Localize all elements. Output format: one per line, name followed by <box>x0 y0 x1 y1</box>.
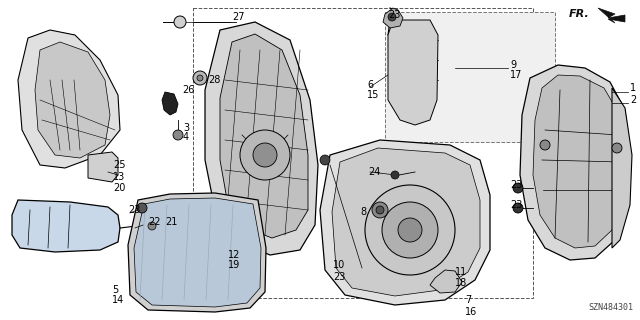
Circle shape <box>174 16 186 28</box>
Circle shape <box>173 130 183 140</box>
Circle shape <box>513 183 523 193</box>
Circle shape <box>513 203 523 213</box>
Circle shape <box>365 185 455 275</box>
Text: 20: 20 <box>113 183 125 193</box>
Text: 15: 15 <box>367 90 380 100</box>
Text: 4: 4 <box>183 132 189 142</box>
Polygon shape <box>128 193 266 312</box>
Text: 17: 17 <box>510 70 522 80</box>
Circle shape <box>372 202 388 218</box>
Circle shape <box>382 202 438 258</box>
Circle shape <box>398 218 422 242</box>
Circle shape <box>612 143 622 153</box>
Bar <box>193 8 533 298</box>
Bar <box>385 12 555 142</box>
Text: 24: 24 <box>368 167 380 177</box>
Text: 26: 26 <box>182 85 195 95</box>
Polygon shape <box>332 148 480 296</box>
Polygon shape <box>134 198 261 307</box>
Text: 6: 6 <box>367 80 373 90</box>
Text: 16: 16 <box>465 307 477 317</box>
Polygon shape <box>35 42 110 158</box>
Text: 11: 11 <box>455 267 467 277</box>
Circle shape <box>253 143 277 167</box>
Text: 23: 23 <box>388 10 401 20</box>
Polygon shape <box>612 88 632 248</box>
Circle shape <box>240 130 290 180</box>
Polygon shape <box>533 75 622 248</box>
Polygon shape <box>320 140 490 305</box>
Text: 13: 13 <box>113 172 125 182</box>
Text: FR.: FR. <box>569 9 590 19</box>
Text: 23: 23 <box>128 205 140 215</box>
Text: 23: 23 <box>510 200 522 210</box>
Text: 2: 2 <box>630 95 636 105</box>
Text: 18: 18 <box>455 278 467 288</box>
Circle shape <box>540 140 550 150</box>
Text: 9: 9 <box>510 60 516 70</box>
Text: 5: 5 <box>112 285 118 295</box>
Polygon shape <box>220 34 308 238</box>
Text: SZN484301: SZN484301 <box>588 303 633 312</box>
Polygon shape <box>88 152 118 182</box>
Circle shape <box>388 13 396 21</box>
Text: 3: 3 <box>183 123 189 133</box>
Circle shape <box>376 206 384 214</box>
Text: 7: 7 <box>465 295 471 305</box>
Circle shape <box>320 155 330 165</box>
Polygon shape <box>162 92 178 115</box>
Text: 14: 14 <box>112 295 124 305</box>
Polygon shape <box>18 30 120 168</box>
Text: 22: 22 <box>148 217 161 227</box>
Text: 19: 19 <box>228 260 240 270</box>
Polygon shape <box>383 8 403 28</box>
Text: 23: 23 <box>510 180 522 190</box>
Text: 23: 23 <box>333 272 346 282</box>
Circle shape <box>148 222 156 230</box>
Circle shape <box>193 71 207 85</box>
Circle shape <box>137 203 147 213</box>
Polygon shape <box>12 200 120 252</box>
Polygon shape <box>205 22 318 255</box>
Polygon shape <box>520 65 630 260</box>
Polygon shape <box>430 270 462 293</box>
Text: 10: 10 <box>333 260 345 270</box>
Text: 21: 21 <box>165 217 177 227</box>
Polygon shape <box>388 20 438 125</box>
Text: 28: 28 <box>208 75 220 85</box>
Polygon shape <box>598 8 625 23</box>
Polygon shape <box>145 218 165 237</box>
Text: 12: 12 <box>228 250 241 260</box>
Circle shape <box>391 171 399 179</box>
Text: 27: 27 <box>232 12 244 22</box>
Circle shape <box>197 75 203 81</box>
Text: 8: 8 <box>360 207 366 217</box>
Text: 25: 25 <box>113 160 125 170</box>
Text: 1: 1 <box>630 83 636 93</box>
